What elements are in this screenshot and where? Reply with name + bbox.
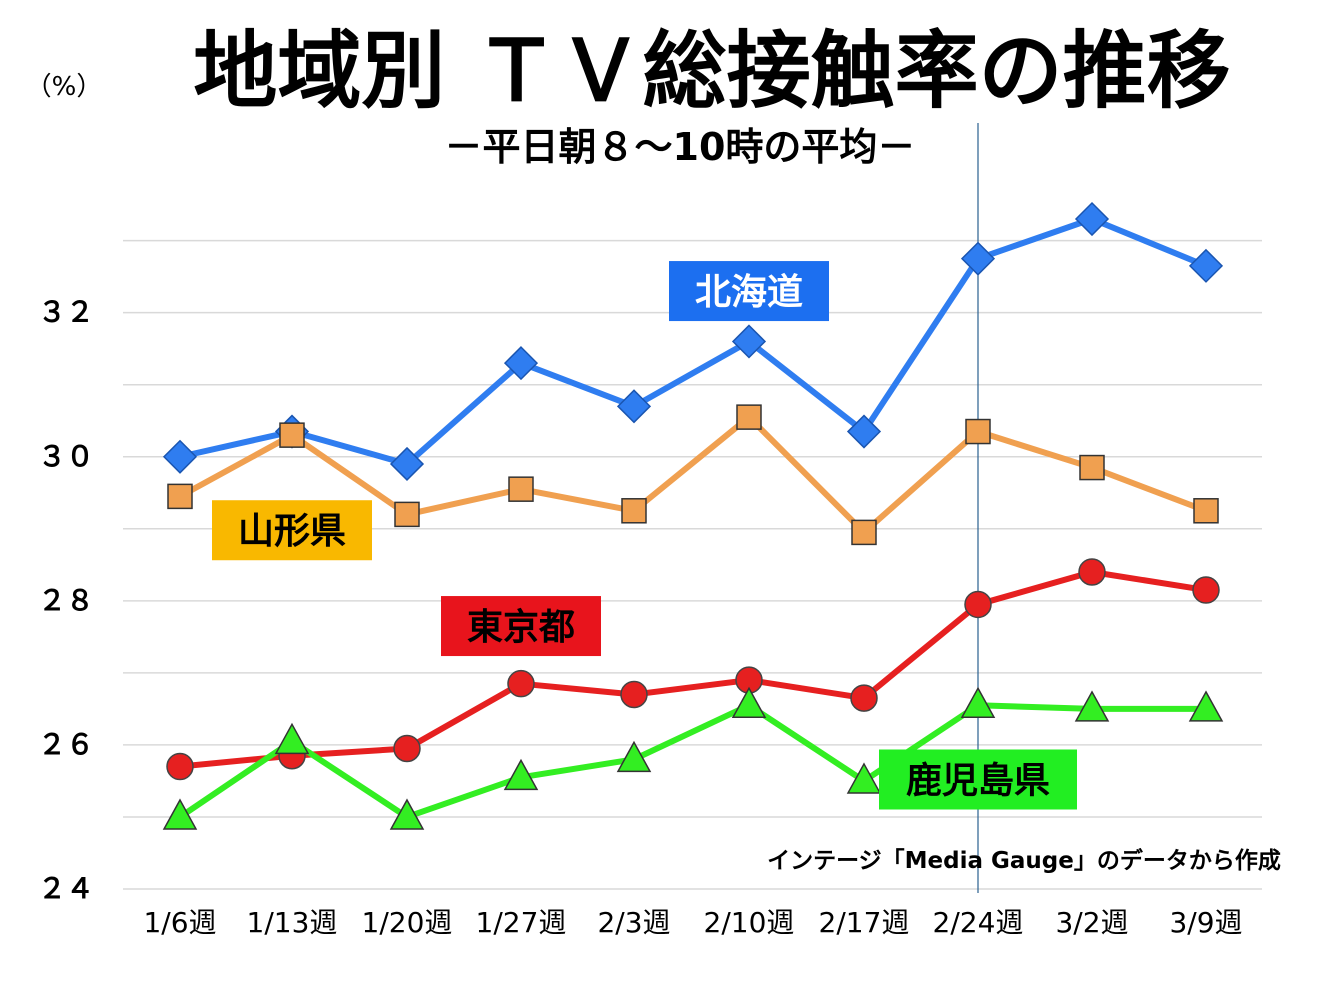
y-tick-label: ３０ <box>38 440 94 473</box>
source-note: インテージ「Media Gauge」のデータから作成 <box>767 847 1281 874</box>
series-triangle <box>162 686 1224 830</box>
data-point <box>162 798 198 830</box>
y-tick-label: ２４ <box>38 872 94 905</box>
series-diamond <box>162 201 1224 482</box>
series-label-box <box>441 596 601 657</box>
y-tick-label: ２６ <box>38 728 94 761</box>
x-tick-label: 2/10週 <box>704 906 795 939</box>
data-point <box>508 476 534 502</box>
data-point <box>846 762 882 794</box>
data-point <box>503 758 539 791</box>
series-label: 北海道 <box>669 261 829 322</box>
x-tick-label: 3/2週 <box>1055 906 1128 939</box>
data-point <box>389 798 425 830</box>
data-point <box>850 684 878 712</box>
data-point <box>393 734 421 763</box>
data-point <box>389 446 425 482</box>
series-label: 山形県 <box>212 500 372 561</box>
data-point <box>621 498 647 524</box>
data-point <box>851 519 877 546</box>
series-label: 鹿児島県 <box>879 749 1077 810</box>
data-point <box>620 680 648 709</box>
data-point <box>965 418 991 445</box>
y-tick-label: ２８ <box>38 584 94 617</box>
series-label-box <box>669 261 829 322</box>
data-point <box>1188 690 1224 722</box>
series-line <box>178 702 1206 820</box>
series-circle <box>166 558 1220 781</box>
y-axis-unit: （%） <box>26 72 103 102</box>
x-tick-label: 1/6週 <box>143 906 216 939</box>
data-point <box>166 752 194 781</box>
data-point <box>736 404 762 430</box>
data-point <box>1074 201 1110 237</box>
chart-subtitle: －平日朝８～10時の平均－ <box>445 125 916 169</box>
x-tick-label: 1/20週 <box>362 906 453 939</box>
data-point <box>731 686 767 719</box>
data-point <box>503 346 539 381</box>
y-axis-ticks: ２４ ２６ ２８ ３０ ３２ <box>38 296 94 905</box>
data-point <box>1074 690 1110 722</box>
series-label-box <box>879 749 1077 810</box>
series-group <box>162 201 1224 830</box>
x-tick-label: 2/17週 <box>819 906 910 939</box>
data-point <box>960 686 996 719</box>
series-label-box <box>212 500 372 561</box>
x-tick-label: 1/13週 <box>247 906 338 939</box>
data-point <box>731 324 767 359</box>
series-label-text: 山形県 <box>238 511 346 552</box>
data-point <box>846 414 882 449</box>
data-point <box>1193 498 1219 524</box>
data-point <box>616 389 652 424</box>
x-axis-ticks: 1/6週 1/13週 1/20週 1/27週 2/3週 2/10週 2/17週 2/24週 3/… <box>143 906 1242 939</box>
series-label-text: 鹿児島県 <box>906 760 1050 801</box>
data-point <box>1078 558 1106 586</box>
data-point <box>274 722 310 755</box>
series-line <box>179 216 1208 467</box>
data-point <box>964 590 992 619</box>
y-tick-label: ３２ <box>38 296 94 329</box>
data-point <box>507 669 535 698</box>
data-point <box>960 241 996 276</box>
data-point <box>394 501 420 528</box>
data-point <box>279 422 305 448</box>
chart-title: 地域別 ＴＶ総接触率の推移 <box>193 22 1230 120</box>
data-point <box>167 483 193 510</box>
x-tick-label: 2/24週 <box>933 906 1024 939</box>
data-point <box>1192 576 1220 604</box>
series-label: 東京都 <box>441 596 601 657</box>
x-tick-label: 2/3週 <box>597 906 670 939</box>
data-point <box>162 439 198 474</box>
data-point <box>1079 454 1105 481</box>
series-square <box>167 404 1219 546</box>
series-line <box>178 414 1208 536</box>
data-point <box>1188 248 1224 283</box>
data-point <box>616 740 652 773</box>
x-tick-label: 3/9週 <box>1169 906 1242 939</box>
x-tick-label: 1/27週 <box>476 906 567 939</box>
series-line <box>179 569 1207 770</box>
grid <box>123 239 1262 890</box>
series-label-text: 東京都 <box>467 606 575 648</box>
series-label-text: 北海道 <box>695 272 803 313</box>
